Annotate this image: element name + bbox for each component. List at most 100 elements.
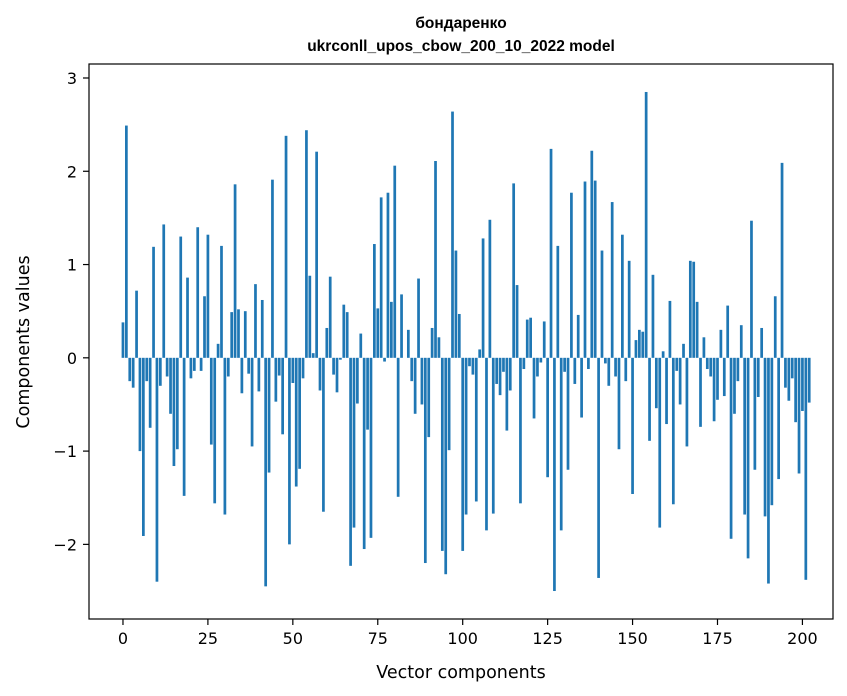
bar-109 [491,357,495,514]
bar-192 [773,296,777,358]
y-tick-label--1: −1 [53,442,77,461]
bar-198 [794,357,797,423]
bar-73 [369,357,373,538]
bar-66 [345,312,349,358]
bar-7 [145,357,149,382]
plot-frame [88,63,834,620]
bar-166 [685,357,689,447]
bar-15 [172,357,176,467]
bar-119 [525,319,529,358]
bar-150 [631,357,634,494]
bar-95 [444,357,448,575]
bar-8 [148,357,152,428]
bar-108 [488,219,492,358]
bar-115 [512,183,516,358]
bar-101 [464,357,468,515]
bar-24 [203,296,206,358]
bar-194 [780,162,784,358]
bar-27 [213,357,217,504]
x-tick-label-50: 50 [283,629,303,648]
bar-195 [784,357,787,388]
bar-199 [797,357,801,474]
bar-20 [189,357,193,379]
x-tick-label-100: 100 [447,629,478,648]
bar-186 [753,357,757,470]
bar-10 [155,357,159,582]
bar-78 [386,192,390,358]
bar-53 [301,357,305,379]
bar-62 [332,357,335,375]
bar-0 [121,322,125,358]
bar-172 [705,357,709,370]
x-tick-label-75: 75 [368,629,388,648]
bar-144 [610,202,614,358]
bar-131 [566,357,570,470]
bar-138 [590,150,594,358]
bar-187 [756,357,760,397]
bar-120 [529,317,532,358]
bar-77 [383,357,386,362]
bar-45 [274,357,278,402]
bar-163 [675,357,679,371]
bar-17 [179,236,183,358]
bar-54 [305,130,308,358]
x-tick-label-25: 25 [198,629,218,648]
bar-134 [576,314,580,358]
bar-39 [254,284,257,358]
x-axis-ticks: 0 25 50 75 100 125 150 175 200 [118,619,818,648]
bar-173 [709,357,713,377]
bar-181 [736,357,740,382]
bar-128 [556,245,560,358]
bar-32 [230,312,234,358]
bar-137 [587,357,590,370]
bar-33 [233,184,237,358]
bar-97 [451,111,454,358]
bar-161 [668,300,672,358]
bar-52 [298,357,301,469]
chart-title-line1: бондаренко [415,15,506,32]
bar-135 [580,357,583,418]
bar-40 [257,357,261,392]
bar-179 [729,357,733,539]
bar-76 [379,197,383,358]
bar-94 [440,357,444,551]
y-tick-label-0: 0 [67,349,77,368]
bar-110 [495,357,499,384]
bar-65 [342,304,346,358]
bar-125 [546,357,549,478]
bar-6 [142,357,145,536]
y-tick-label-1: 1 [67,256,77,275]
bar-23 [199,357,203,371]
y-tick-label--2: −2 [53,535,77,554]
bar-140 [597,357,600,578]
bar-182 [739,325,743,358]
bar-149 [627,260,631,358]
bar-29 [220,245,223,358]
bar-79 [390,301,393,358]
bar-133 [573,357,577,384]
bar-50 [291,357,295,383]
bar-180 [733,357,736,414]
bar-129 [559,357,563,531]
bar-112 [502,357,505,372]
bar-167 [688,260,692,358]
bar-154 [644,91,648,358]
bar-201 [804,357,808,580]
bar-86 [413,357,417,414]
y-axis-ticks: −2 −1 0 1 2 3 [53,69,89,554]
bar-1 [125,125,128,358]
bar-47 [281,357,284,435]
bar-143 [607,357,611,386]
bar-185 [750,220,753,358]
bar-164 [678,357,682,405]
bar-4 [135,290,138,358]
bar-85 [410,357,414,382]
bar-148 [624,357,628,382]
bar-132 [570,192,573,358]
bar-68 [352,357,356,528]
bar-74 [373,244,376,358]
bar-118 [522,357,526,370]
bar-126 [549,148,553,358]
bar-82 [400,294,403,358]
bar-72 [366,357,369,430]
